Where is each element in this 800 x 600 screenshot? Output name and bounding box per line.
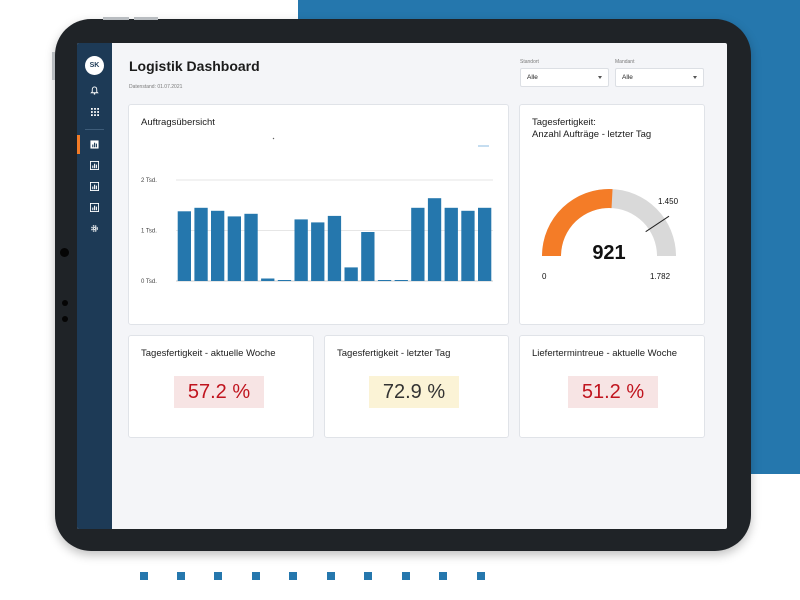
gear-icon: [91, 225, 98, 232]
bar[interactable]: [394, 280, 408, 281]
bar[interactable]: [277, 280, 292, 281]
sidebar-item-chart-1[interactable]: [88, 138, 101, 151]
kpi-title: Tagesfertigkeit - letzter Tag: [337, 348, 451, 359]
bell-icon[interactable]: [88, 84, 101, 97]
decor-dot: [364, 572, 372, 580]
kpi-card-delivery-reliability: Liefertermintreue - aktuelle Woche 51.2 …: [519, 335, 705, 438]
gauge-max-label: 1.782: [650, 272, 671, 281]
gauge-chart: 921 0 1.782 1.450: [542, 189, 679, 281]
decor-dot: [402, 572, 410, 580]
bar[interactable]: [261, 278, 275, 282]
grid-icon[interactable]: [88, 105, 101, 118]
gauge-fill: [542, 189, 613, 256]
sidebar-active-indicator: [77, 135, 80, 154]
decor-dot: [477, 572, 485, 580]
tablet-camera: [60, 248, 69, 257]
bar[interactable]: [227, 216, 241, 281]
sidebar-item-chart-4[interactable]: [88, 201, 101, 214]
mandant-select[interactable]: Alle: [615, 68, 704, 87]
filter-label-standort: Standort: [520, 59, 539, 65]
kpi-value: 57.2 %: [174, 376, 264, 408]
gauge-min-label: 0: [542, 272, 547, 281]
decor-dot: [439, 572, 447, 580]
chart-icon: [90, 161, 99, 170]
bar[interactable]: [244, 213, 258, 281]
tablet-sensor: [62, 316, 68, 322]
decor-dot: [177, 572, 185, 580]
decorative-dots: [140, 572, 490, 582]
bar[interactable]: [327, 215, 342, 281]
gauge-title-line2: Anzahl Aufträge - letzter Tag: [532, 129, 652, 140]
sidebar-item-chart-3[interactable]: [88, 180, 101, 193]
daily-orders-gauge-card: Tagesfertigkeit: Anzahl Aufträge - letzt…: [519, 104, 705, 325]
kpi-card-daily-completion: Tagesfertigkeit - letzter Tag 72.9 %: [324, 335, 509, 438]
y-tick-label: 1 Tsd.: [141, 229, 157, 235]
bar[interactable]: [461, 210, 475, 281]
page-title: Logistik Dashboard: [129, 58, 260, 74]
standort-select-value: Alle: [527, 74, 538, 81]
bar[interactable]: [177, 211, 191, 281]
bar[interactable]: [478, 207, 492, 281]
tablet-power-button: [134, 17, 158, 20]
chart-marker: [272, 137, 275, 140]
avatar[interactable]: SK: [85, 56, 104, 75]
decor-dot: [214, 572, 222, 580]
mandant-select-value: Alle: [622, 74, 633, 81]
order-overview-card: Auftragsübersicht 0 Tsd. 1 Tsd. 2 Tsd.: [128, 104, 509, 325]
chevron-down-icon: [693, 76, 697, 79]
bar[interactable]: [211, 210, 225, 281]
bar[interactable]: [377, 280, 392, 281]
kpi-title: Tagesfertigkeit - aktuelle Woche: [141, 348, 276, 359]
sidebar: SK: [77, 43, 112, 529]
order-bar-chart: 0 Tsd. 1 Tsd. 2 Tsd.: [141, 137, 493, 285]
bar[interactable]: [194, 207, 208, 281]
sidebar-divider: [85, 129, 104, 130]
kpi-value: 72.9 %: [369, 376, 459, 408]
gauge-marker-label: 1.450: [658, 197, 679, 206]
chart-icon: [90, 203, 99, 212]
kpi-card-weekly-completion: Tagesfertigkeit - aktuelle Woche 57.2 %: [128, 335, 314, 438]
tablet-screen: SK Logistik Dashboard Datenstand: 01.07.…: [77, 43, 727, 529]
tablet-side-button: [52, 52, 55, 80]
order-overview-title: Auftragsübersicht: [141, 117, 215, 128]
standort-select[interactable]: Alle: [520, 68, 609, 87]
chart-icon: [90, 140, 99, 149]
decor-dot: [289, 572, 297, 580]
decor-dot: [252, 572, 260, 580]
sidebar-item-chart-2[interactable]: [88, 159, 101, 172]
bar[interactable]: [361, 232, 375, 281]
filter-label-mandant: Mandant: [615, 59, 635, 65]
data-date-label: Datenstand: 01.07.2021: [129, 84, 183, 90]
kpi-value: 51.2 %: [568, 376, 658, 408]
bar[interactable]: [294, 219, 308, 281]
bar[interactable]: [411, 207, 425, 281]
decor-dot: [140, 572, 148, 580]
decor-dot: [327, 572, 335, 580]
tablet-volume-button: [103, 17, 129, 20]
y-tick-label: 2 Tsd.: [141, 178, 157, 184]
bar[interactable]: [344, 267, 358, 281]
y-tick-label: 0 Tsd.: [141, 279, 157, 285]
gauge-marker: [645, 215, 670, 233]
kpi-title: Liefertermintreue - aktuelle Woche: [532, 348, 678, 359]
gauge-value: 921: [592, 242, 625, 264]
chart-icon: [90, 182, 99, 191]
bar[interactable]: [444, 207, 458, 281]
bar[interactable]: [427, 198, 442, 281]
tablet-sensor: [62, 300, 68, 306]
chevron-down-icon: [598, 76, 602, 79]
bar[interactable]: [311, 222, 325, 281]
gauge-title-line1: Tagesfertigkeit:: [532, 117, 596, 128]
sidebar-item-settings[interactable]: [88, 222, 101, 235]
